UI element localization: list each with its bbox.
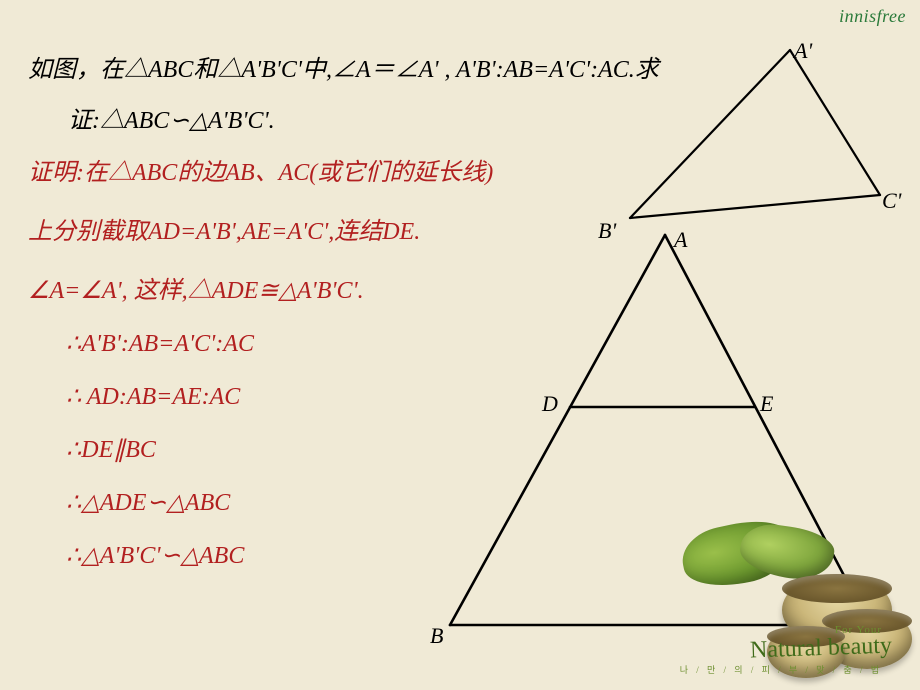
vertex-label: D xyxy=(542,391,558,417)
problem-text-2: 证:△ABC∽△A'B'C'. xyxy=(68,108,275,134)
vertex-label: A xyxy=(674,227,687,253)
deco-text-korean: 나 / 만 / 의 / 피 / 부 / 맞 / 춤 / 법 xyxy=(680,663,882,676)
vertex-label: A' xyxy=(794,38,812,64)
figure-small-triangle: A'B'C' xyxy=(560,40,890,230)
vertex-label: B xyxy=(430,623,443,649)
triangle-small-svg xyxy=(560,40,890,230)
brand-label: innisfree xyxy=(839,6,906,27)
decorative-corner: For Your Natural beauty 나 / 만 / 의 / 피 / … xyxy=(672,514,912,684)
vertex-label: C' xyxy=(882,188,901,214)
deco-text-main: Natural beauty xyxy=(750,633,893,665)
vertex-label: E xyxy=(760,391,773,417)
